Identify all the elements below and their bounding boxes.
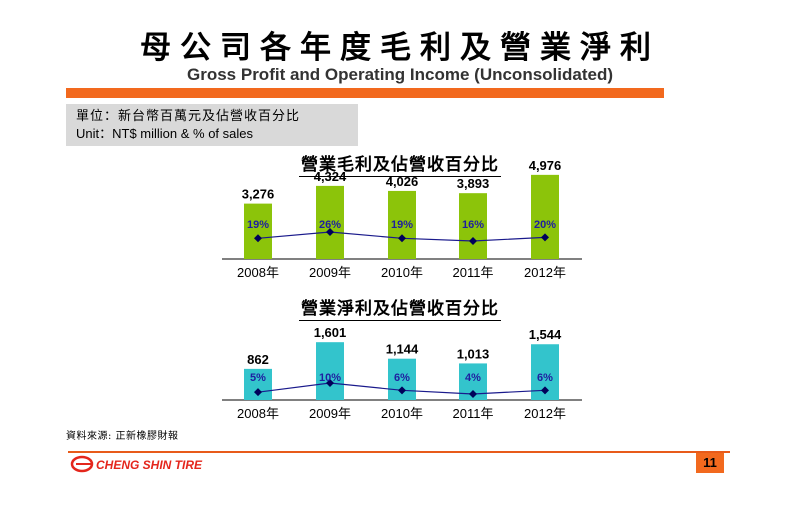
chart1-percent-marker: [326, 228, 334, 236]
chart1-bar: [316, 185, 344, 259]
chart1-percent-label: 26%: [319, 219, 341, 231]
chart1-percent-marker: [398, 234, 406, 243]
chart1-percent-label: 16%: [462, 219, 484, 231]
chart1-percent-marker: [541, 233, 549, 242]
chart2-percent-marker: [398, 386, 406, 395]
operating-income-chart: 862 1,601 1,144 1,013 1,544 5% 10% 6% 4% 6% 2008年 2…: [222, 325, 582, 421]
chart1-category-label: 2009年: [309, 265, 351, 280]
chart2-value-label: 1,144: [386, 342, 419, 357]
gross-profit-chart: 3,276 4,324 4,026 3,893 4,976 19% 26% 19% 16% 20%…: [222, 158, 582, 280]
chart1-bar: [459, 193, 487, 259]
chart2-value-label: 862: [247, 352, 269, 367]
chart2-category-label: 2009年: [309, 406, 351, 421]
chart1-value-label: 3,276: [242, 187, 275, 202]
source-note: 資料來源: 正新橡膠財報: [66, 431, 179, 442]
chart2-category-label: 2008年: [237, 406, 279, 421]
chart1-percent-marker: [254, 234, 262, 243]
unit-note-english: Unit：NT$ million & % of sales: [76, 126, 253, 141]
chart1-percent-label: 20%: [534, 219, 556, 231]
unit-note-chinese: 單位：新台幣百萬元及佔營收百分比: [76, 109, 301, 124]
logo-text: CHENG SHIN TIRE: [96, 458, 203, 472]
chart1-category-label: 2011年: [453, 265, 494, 280]
chart1-percent-marker: [469, 237, 477, 245]
chart1-value-label: 4,026: [386, 174, 419, 189]
chart1-title: 營業毛利及佔營收百分比: [0, 150, 800, 177]
chart2-percent-marker: [541, 386, 549, 395]
chart1-value-label: 4,976: [529, 158, 562, 173]
page-title-chinese: 母公司各年度毛利及營業淨利: [140, 30, 660, 66]
cheng-shin-logo: CHENG SHIN TIRE: [70, 455, 203, 473]
chart1-category-label: 2008年: [237, 265, 279, 280]
chart1-category-label: 2012年: [524, 265, 566, 280]
chart1-bar: [531, 174, 559, 259]
chart2-value-label: 1,544: [529, 327, 562, 342]
chart2-bar: [316, 342, 344, 400]
chart2-percent-marker: [326, 379, 334, 387]
chart2-percent-label: 6%: [537, 372, 553, 384]
chart2-percent-marker: [469, 390, 477, 398]
chart2-category-label: 2010年: [381, 406, 423, 421]
page-title-english: Gross Profit and Operating Income (Uncon…: [187, 65, 613, 84]
chart2-percent-label: 5%: [250, 372, 266, 384]
chart1-title-text: 營業毛利及佔營收百分比: [299, 155, 501, 177]
chart2-title: 營業淨利及佔營收百分比: [0, 294, 800, 321]
title-divider-bar: [66, 88, 664, 98]
chart1-bar: [388, 190, 416, 259]
chart2-percent-label: 4%: [465, 372, 481, 384]
chart2-category-label: 2012年: [524, 406, 566, 421]
chart2-value-label: 1,013: [457, 346, 490, 361]
page-number: 11: [696, 453, 724, 473]
chart1-percent-label: 19%: [247, 219, 269, 231]
chart2-percent-label: 6%: [394, 372, 410, 384]
chart2-value-label: 1,601: [314, 325, 347, 340]
chart1-bar: [244, 203, 272, 259]
chart2-category-label: 2011年: [453, 406, 494, 421]
chart1-percent-label: 19%: [391, 219, 413, 231]
chart2-title-text: 營業淨利及佔營收百分比: [299, 299, 501, 321]
chart2-percent-marker: [254, 388, 262, 397]
chart1-category-label: 2010年: [381, 265, 423, 280]
chart1-value-label: 4,324: [314, 169, 347, 184]
footer-divider: [68, 451, 730, 453]
chart1-value-label: 3,893: [457, 176, 490, 191]
chart2-percent-label: 10%: [319, 372, 341, 384]
unit-note-box: 單位：新台幣百萬元及佔營收百分比 Unit：NT$ million & % of…: [66, 104, 358, 146]
